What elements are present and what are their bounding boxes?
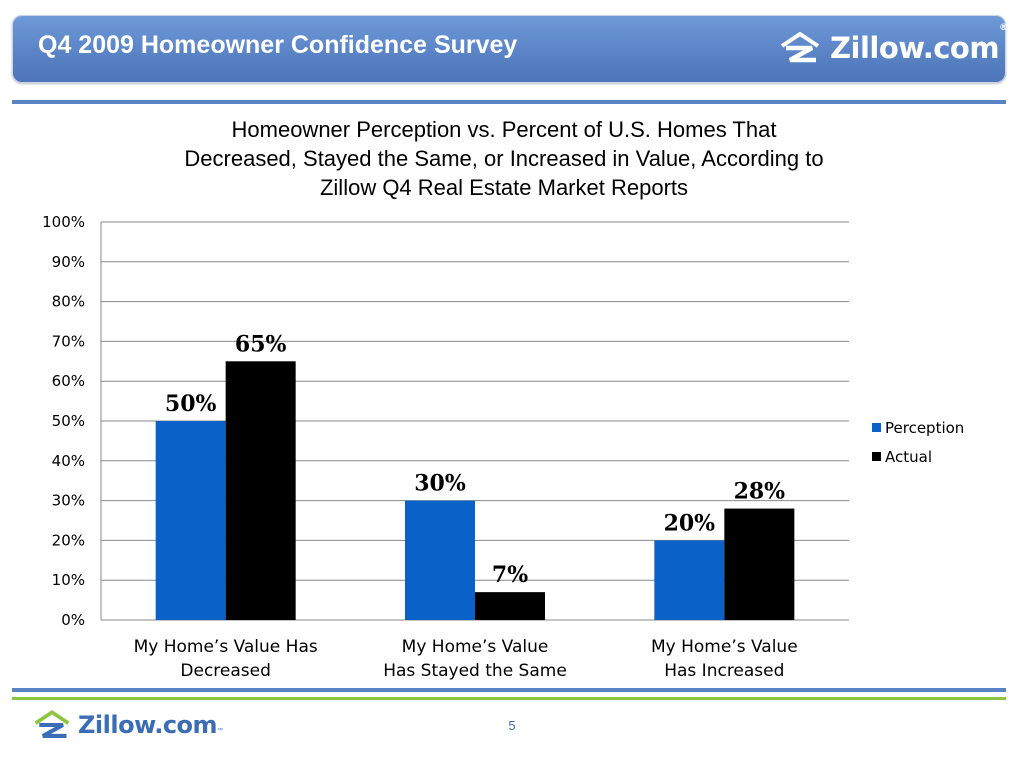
- legend-swatch-actual: [872, 452, 881, 461]
- bar-perception: [654, 540, 725, 620]
- legend-label-actual: Actual: [885, 448, 932, 466]
- y-tick-label: 100%: [42, 213, 85, 231]
- header-logo-label: Zillow.com: [830, 31, 1000, 65]
- y-axis-ticks: 0% 10% 20% 30% 40% 50% 60% 70% 80% 90% 100%: [42, 213, 85, 629]
- x-category-label: My Home’s Value: [651, 637, 798, 657]
- y-tick-label: 50%: [52, 412, 85, 430]
- header-bar: [12, 15, 1006, 83]
- y-tick-label: 90%: [52, 253, 85, 271]
- zillow-house-z-icon: [780, 32, 820, 63]
- y-tick-label: 30%: [52, 492, 85, 510]
- bar-actual: [724, 508, 795, 620]
- header-logo: Zillow.com®: [778, 23, 1008, 66]
- data-label-perception: 30%: [414, 471, 466, 497]
- data-label-actual: 65%: [235, 331, 287, 357]
- legend-label-perception: Perception: [885, 419, 964, 437]
- bottom-divider-blue: [12, 688, 1006, 692]
- trademark-mark: ™: [217, 728, 224, 734]
- y-tick-label: 70%: [52, 332, 85, 350]
- footer-logo-text: Zillow.com: [78, 711, 218, 739]
- y-tick-label: 0%: [61, 611, 85, 629]
- chart-title-line: Zillow Q4 Real Estate Market Reports: [320, 175, 688, 200]
- chart-title-line: Homeowner Perception vs. Percent of U.S.…: [232, 117, 777, 142]
- x-category-label: Has Stayed the Same: [383, 661, 567, 681]
- bar-perception: [405, 500, 475, 620]
- bar-perception: [155, 421, 226, 620]
- chart-title: Homeowner Perception vs. Percent of U.S.…: [184, 117, 823, 200]
- registered-mark: ®: [999, 23, 1008, 33]
- x-category-label: My Home’s Value Has: [134, 637, 318, 657]
- legend-swatch-perception: [872, 423, 881, 432]
- legend: Perception Actual: [872, 419, 964, 466]
- top-divider: [12, 100, 1006, 104]
- bottom-divider-green: [12, 697, 1006, 700]
- page-number: 5: [508, 718, 516, 733]
- data-label-actual: 7%: [492, 562, 528, 588]
- y-tick-label: 40%: [52, 452, 85, 470]
- bar-actual: [225, 361, 296, 620]
- y-tick-label: 60%: [52, 372, 85, 390]
- slide-title: Q4 2009 Homeowner Confidence Survey: [38, 31, 518, 59]
- bars: [155, 361, 795, 620]
- bar-chart: Homeowner Perception vs. Percent of U.S.…: [42, 117, 964, 681]
- y-tick-label: 20%: [52, 531, 85, 549]
- y-tick-label: 80%: [52, 293, 85, 311]
- y-tick-label: 10%: [52, 571, 85, 589]
- x-category-label: My Home’s Value: [402, 637, 549, 657]
- chart-title-line: Decreased, Stayed the Same, or Increased…: [184, 146, 823, 171]
- x-axis-categories: My Home’s Value Has Decreased My Home’s Va…: [134, 637, 798, 681]
- x-category-label: Decreased: [180, 661, 271, 681]
- bar-actual: [475, 592, 545, 620]
- data-label-actual: 28%: [734, 479, 786, 505]
- zillow-house-z-icon: [34, 710, 70, 738]
- data-label-perception: 50%: [165, 391, 217, 417]
- header-logo-text: Zillow.com®: [830, 23, 1008, 65]
- x-category-label: Has Increased: [664, 661, 784, 681]
- footer-logo: Zillow.com ™: [32, 708, 223, 742]
- data-labels: 50% 65% 30% 7% 20% 28%: [165, 331, 785, 588]
- data-label-perception: 20%: [664, 510, 716, 536]
